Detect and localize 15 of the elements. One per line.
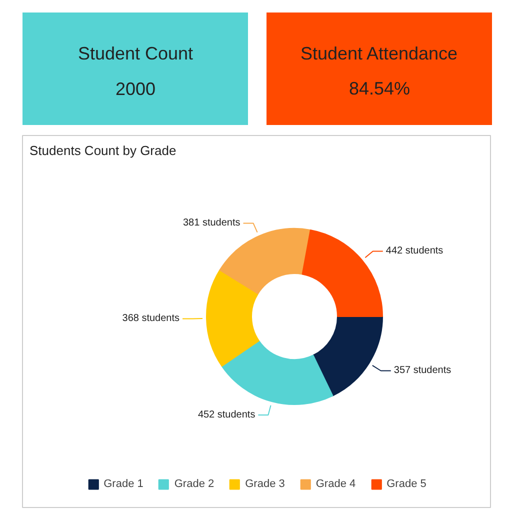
text: Student Count: [78, 44, 194, 64]
legend-label: Grade 3: [245, 478, 285, 490]
data-label: 452 students: [198, 410, 256, 421]
chart-title: Students Count by Grade: [30, 143, 176, 158]
legend-label: Grade 5: [386, 478, 426, 490]
legend-label: Grade 2: [174, 478, 214, 490]
legend-label: Grade 1: [104, 478, 144, 490]
data-label: 442 students: [386, 246, 444, 257]
text: Student Attendance: [300, 44, 458, 64]
text: 84.54%: [348, 78, 410, 98]
data-label: 381 students: [182, 218, 240, 229]
data-label: 368 students: [122, 313, 180, 324]
data-label: 357 students: [394, 365, 452, 376]
legend-label: Grade 4: [316, 478, 356, 490]
text: 2000: [115, 79, 156, 99]
